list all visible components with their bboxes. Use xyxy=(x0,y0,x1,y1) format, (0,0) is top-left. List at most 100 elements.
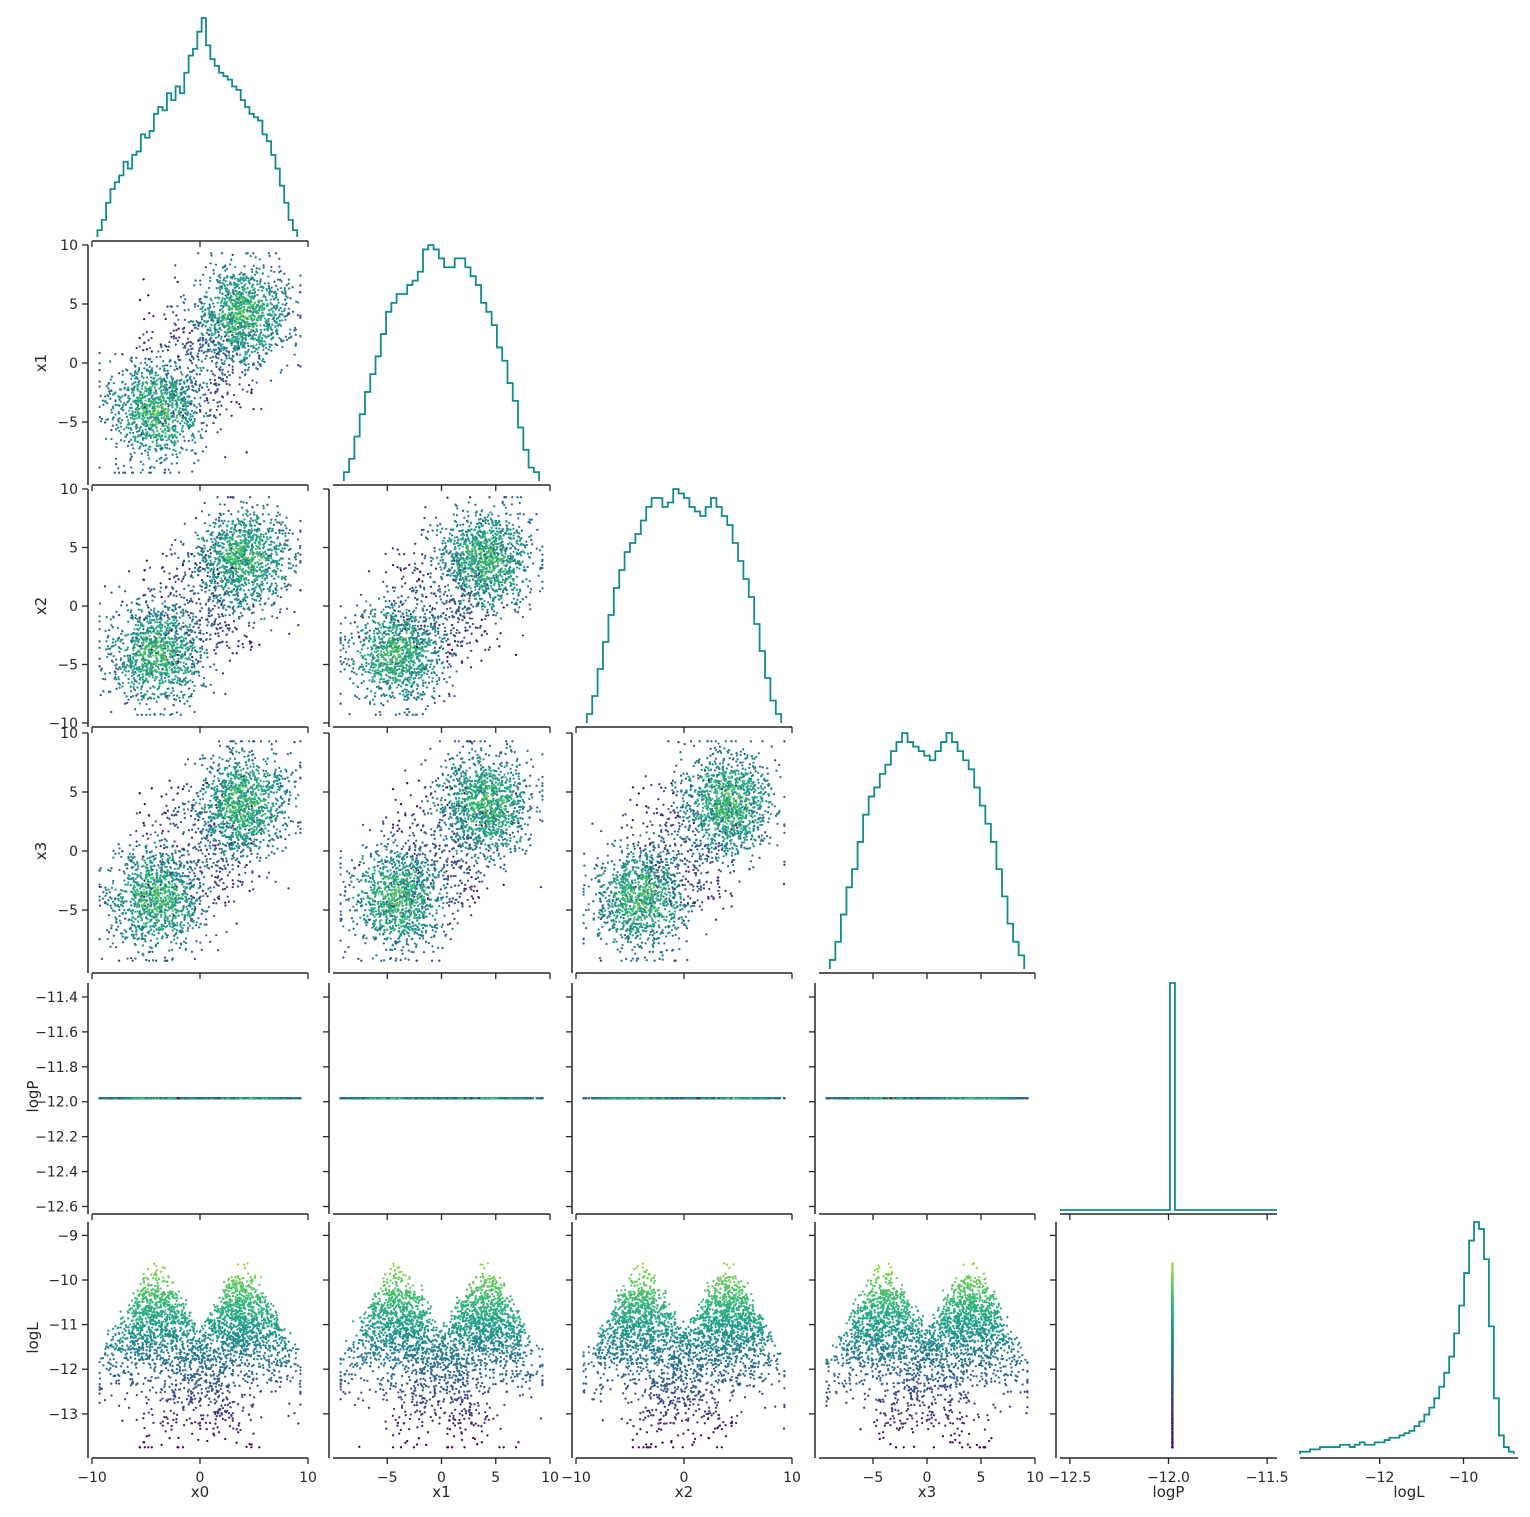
scatter-point xyxy=(131,410,133,412)
scatter-point xyxy=(236,295,238,297)
scatter-point xyxy=(233,548,235,550)
scatter-point xyxy=(153,686,155,688)
scatter-point xyxy=(143,342,145,344)
scatter-point xyxy=(129,373,131,375)
scatter-point xyxy=(219,622,221,624)
scatter-point xyxy=(186,380,188,382)
scatter-point xyxy=(222,310,224,312)
scatter-point xyxy=(244,327,246,329)
scatter-point xyxy=(99,416,101,418)
scatter-point xyxy=(187,405,189,407)
scatter-point xyxy=(192,626,194,628)
scatter-point xyxy=(110,618,112,620)
scatter-point xyxy=(171,609,173,611)
scatter-point xyxy=(175,337,177,339)
scatter-point xyxy=(138,416,140,418)
scatter-point xyxy=(132,412,134,414)
scatter-point xyxy=(115,428,117,430)
scatter-point xyxy=(244,347,246,349)
scatter-point xyxy=(184,401,186,403)
scatter-point xyxy=(268,567,270,569)
scatter-point xyxy=(228,364,230,366)
scatter-point xyxy=(258,564,260,566)
scatter-point xyxy=(193,420,195,422)
scatter-point xyxy=(233,293,235,295)
scatter-point xyxy=(177,340,179,342)
scatter-point xyxy=(233,620,235,622)
scatter-point xyxy=(121,381,123,383)
scatter-point xyxy=(173,394,175,396)
scatter-point xyxy=(144,358,146,360)
scatter-point xyxy=(193,284,195,286)
scatter-point xyxy=(248,622,250,624)
scatter-point xyxy=(184,391,186,393)
scatter-point xyxy=(227,293,229,295)
scatter-point xyxy=(100,420,102,422)
scatter-point xyxy=(250,278,252,280)
scatter-point xyxy=(240,322,242,324)
scatter-point xyxy=(237,585,239,587)
scatter-point xyxy=(250,338,252,340)
scatter-point xyxy=(189,617,191,619)
scatter-point xyxy=(204,652,206,654)
scatter-point xyxy=(256,305,258,307)
scatter-point xyxy=(264,282,266,284)
scatter-point xyxy=(231,344,233,346)
scatter-point xyxy=(138,367,140,369)
scatter-point xyxy=(247,363,249,365)
scatter-point xyxy=(139,299,141,301)
scatter-point xyxy=(100,395,102,397)
scatter-point xyxy=(210,552,212,554)
scatter-point xyxy=(238,616,240,618)
scatter-point xyxy=(289,529,291,531)
scatter-point xyxy=(160,461,162,463)
scatter-point xyxy=(187,338,189,340)
scatter-point xyxy=(155,615,157,617)
scatter-point xyxy=(196,406,198,408)
scatter-point xyxy=(271,324,273,326)
scatter-point xyxy=(271,287,273,289)
scatter-point xyxy=(149,428,151,430)
scatter-point xyxy=(153,382,155,384)
scatter-point xyxy=(114,353,116,355)
scatter-point xyxy=(270,327,272,329)
scatter-point xyxy=(170,375,172,377)
scatter-point xyxy=(259,324,261,326)
scatter-point xyxy=(164,626,166,628)
scatter-point xyxy=(203,540,205,542)
scatter-point xyxy=(215,337,217,339)
scatter-point xyxy=(174,626,176,628)
scatter-point xyxy=(159,444,161,446)
scatter-point xyxy=(160,682,162,684)
scatter-point xyxy=(124,394,126,396)
scatter-point xyxy=(176,620,178,622)
scatter-point xyxy=(193,436,195,438)
scatter-point xyxy=(218,517,220,519)
scatter-point xyxy=(260,329,262,331)
scatter-point xyxy=(228,374,230,376)
scatter-point xyxy=(236,342,238,344)
scatter-point xyxy=(261,340,263,342)
scatter-point xyxy=(176,368,178,370)
scatter-point xyxy=(243,265,245,267)
scatter-point xyxy=(251,319,253,321)
scatter-point xyxy=(193,690,195,692)
scatter-point xyxy=(215,417,217,419)
panel-x1-x0 xyxy=(82,245,308,491)
scatter-point xyxy=(263,536,265,538)
scatter-point xyxy=(217,607,219,609)
scatter-point xyxy=(299,365,301,367)
scatter-point xyxy=(276,333,278,335)
scatter-point xyxy=(130,686,132,688)
scatter-point xyxy=(287,583,289,585)
scatter-point xyxy=(194,567,196,569)
scatter-point xyxy=(284,576,286,578)
scatter-point xyxy=(189,624,191,626)
scatter-point xyxy=(228,351,230,353)
scatter-point xyxy=(118,399,120,401)
scatter-point xyxy=(98,628,100,630)
scatter-point xyxy=(166,384,168,386)
scatter-point xyxy=(289,333,291,335)
scatter-point xyxy=(255,586,257,588)
scatter-point xyxy=(112,616,114,618)
